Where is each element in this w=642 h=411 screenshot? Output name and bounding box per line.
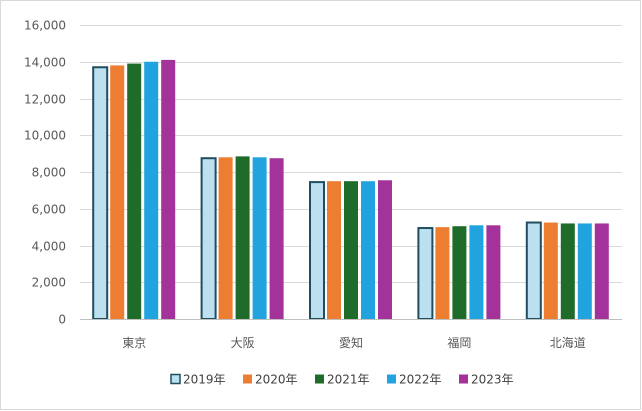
bar (469, 225, 484, 319)
bar (92, 66, 109, 320)
legend-swatch (387, 374, 396, 384)
bar (252, 157, 267, 319)
bar (525, 221, 542, 320)
legend-label: 2019年 (183, 373, 226, 387)
bar (361, 181, 375, 319)
bar (417, 227, 434, 320)
x-tick-label: 福岡 (447, 335, 471, 350)
bar (309, 181, 325, 320)
bar (452, 226, 467, 319)
bar (200, 157, 217, 320)
bar (327, 181, 341, 319)
bar (435, 227, 450, 319)
bar (161, 59, 176, 319)
legend-label: 2021年 (327, 373, 370, 387)
x-tick-label: 大阪 (231, 336, 255, 350)
x-tick-label: 愛知 (339, 336, 363, 350)
bar (218, 157, 233, 319)
bar (577, 223, 592, 319)
y-tick-label: 4,000 (32, 240, 66, 254)
legend-swatch (170, 373, 181, 385)
bar (235, 156, 250, 319)
legend-swatch (243, 374, 252, 384)
y-tick-label: 2,000 (32, 276, 66, 290)
y-tick-label: 0 (58, 313, 66, 327)
legend-label: 2022年 (399, 373, 442, 387)
y-tick-label: 16,000 (24, 19, 66, 33)
bar (378, 180, 392, 319)
legend-label: 2023年 (471, 373, 514, 387)
bar (486, 225, 501, 319)
bar (344, 181, 358, 319)
y-tick-label: 12,000 (24, 93, 66, 107)
bar (560, 223, 575, 319)
bar (269, 158, 284, 319)
bar (144, 61, 159, 319)
bar (110, 65, 125, 319)
legend-swatch (459, 374, 468, 384)
bar (594, 223, 609, 319)
y-tick-label: 8,000 (32, 166, 66, 180)
y-tick-label: 6,000 (32, 203, 66, 217)
legend-label: 2020年 (255, 373, 298, 387)
y-tick-label: 10,000 (24, 129, 66, 143)
y-tick-label: 14,000 (24, 56, 66, 70)
bar (543, 222, 558, 319)
legend-swatch (315, 374, 324, 384)
x-tick-label: 北海道 (550, 335, 586, 350)
bar (127, 63, 142, 320)
x-tick-label: 東京 (122, 336, 146, 350)
